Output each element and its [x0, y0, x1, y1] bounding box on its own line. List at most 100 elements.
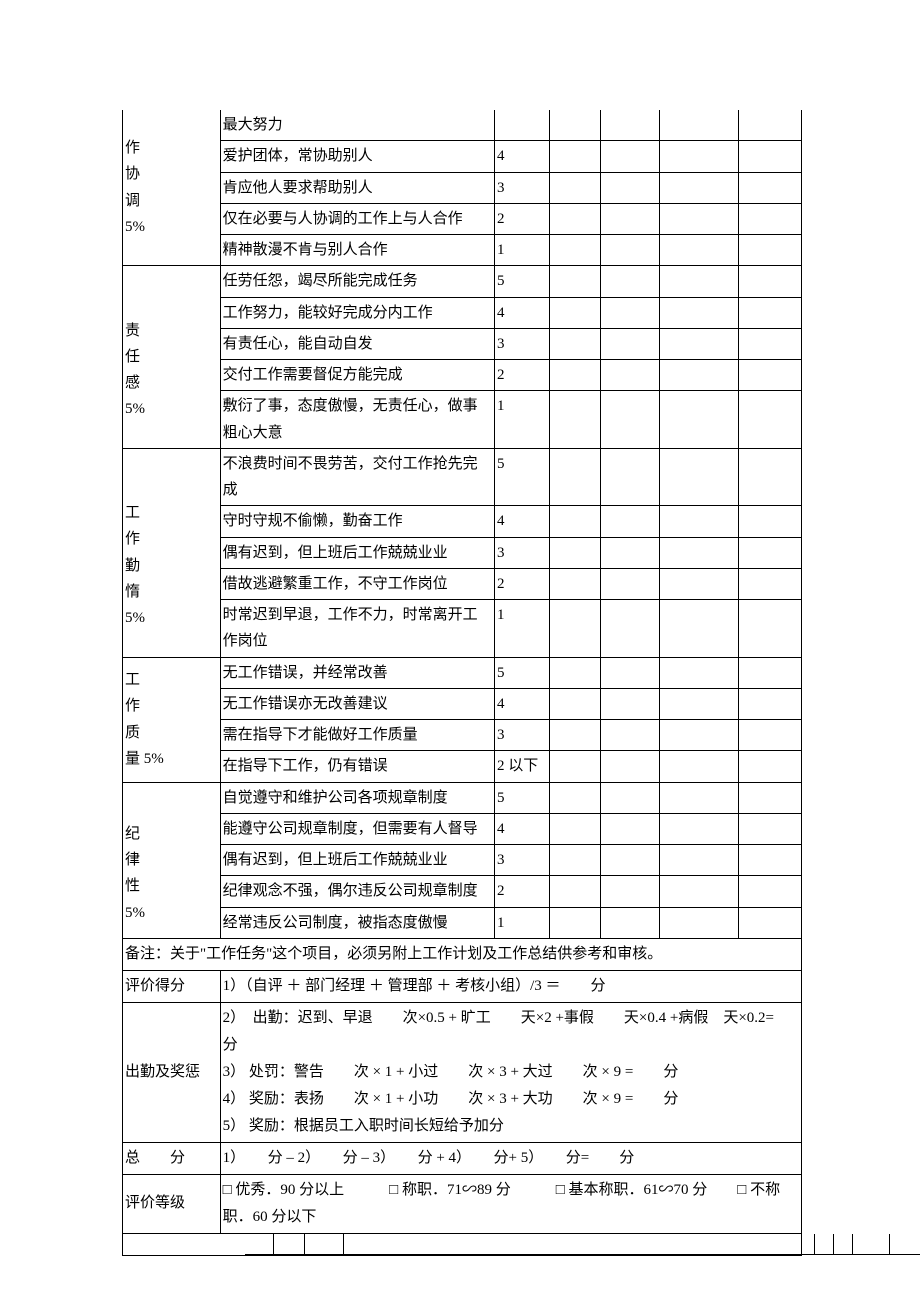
score-cell: 4 — [495, 506, 550, 537]
blank-cell — [659, 600, 738, 658]
desc-cell: 爱护团体，常协助别人 — [220, 141, 494, 172]
blank-cell — [738, 751, 801, 782]
blank-cell — [738, 720, 801, 751]
blank-cell — [549, 782, 600, 813]
desc-cell: 精神散漫不肯与别人合作 — [220, 235, 494, 266]
desc-cell: 不浪费时间不畏劳苦，交付工作抢先完成 — [220, 448, 494, 506]
blank-cell — [549, 172, 600, 203]
blank-cell — [738, 203, 801, 234]
score-cell: 2 — [495, 360, 550, 391]
category-cell: 责 任 感 5% — [123, 266, 221, 449]
blank-cell — [738, 360, 801, 391]
score-cell: 4 — [495, 297, 550, 328]
blank-cell — [659, 328, 738, 359]
blank-cell — [738, 657, 801, 688]
desc-cell: 借故逃避繁重工作，不守工作岗位 — [220, 568, 494, 599]
blank-cell — [659, 506, 738, 537]
blank-cell — [549, 845, 600, 876]
attendance-line: 3） 处罚：警告 次 × 1 + 小过 次 × 3 + 大过 次 × 9 = 分 — [223, 1059, 799, 1086]
desc-cell: 仅在必要与人协调的工作上与人合作 — [220, 203, 494, 234]
blank-cell — [738, 813, 801, 844]
attendance-text: 2） 出勤：迟到、早退 次×0.5 + 旷工 天×2 +事假 天×0.4 +病假… — [220, 1002, 801, 1142]
blank-cell — [549, 506, 600, 537]
score-cell: 1 — [495, 391, 550, 449]
footer-mini-cell — [815, 1234, 834, 1255]
blank-cell — [659, 297, 738, 328]
blank-cell — [600, 141, 659, 172]
footer-mini-cell — [245, 1234, 274, 1255]
blank-cell — [659, 266, 738, 297]
blank-cell — [738, 328, 801, 359]
attendance-line: 2） 出勤：迟到、早退 次×0.5 + 旷工 天×2 +事假 天×0.4 +病假… — [223, 1005, 799, 1059]
blank-cell — [738, 907, 801, 938]
blank-cell — [600, 876, 659, 907]
blank-cell — [659, 110, 738, 141]
footer-mini-cell — [834, 1234, 853, 1255]
blank-cell — [659, 568, 738, 599]
blank-cell — [659, 203, 738, 234]
blank-cell — [549, 328, 600, 359]
blank-cell — [738, 297, 801, 328]
category-cell: 工 作 勤 惰 5% — [123, 448, 221, 657]
attendance-label: 出勤及奖惩 — [123, 1002, 221, 1142]
blank-cell — [600, 506, 659, 537]
grade-label: 评价等级 — [123, 1174, 221, 1233]
blank-cell — [659, 657, 738, 688]
desc-cell: 肯应他人要求帮助别人 — [220, 172, 494, 203]
blank-cell — [738, 568, 801, 599]
blank-cell — [738, 600, 801, 658]
blank-cell — [600, 391, 659, 449]
blank-cell — [659, 391, 738, 449]
score-cell: 2 — [495, 203, 550, 234]
footer-mini-cell — [344, 1234, 815, 1255]
score-cell: 4 — [495, 141, 550, 172]
blank-cell — [738, 506, 801, 537]
blank-cell — [549, 813, 600, 844]
blank-cell — [549, 141, 600, 172]
blank-cell — [659, 845, 738, 876]
desc-cell: 交付工作需要督促方能完成 — [220, 360, 494, 391]
score-cell: 3 — [495, 172, 550, 203]
blank-cell — [549, 448, 600, 506]
blank-cell — [659, 751, 738, 782]
blank-cell — [549, 297, 600, 328]
score-cell: 1 — [495, 235, 550, 266]
blank-cell — [549, 537, 600, 568]
desc-cell: 最大努力 — [220, 110, 494, 141]
blank-cell — [738, 266, 801, 297]
blank-cell — [549, 568, 600, 599]
desc-cell: 敷衍了事，态度傲慢，无责任心，做事粗心大意 — [220, 391, 494, 449]
blank-cell — [600, 203, 659, 234]
blank-cell — [600, 845, 659, 876]
eval-score-text: 1）（自评 ＋ 部门经理 ＋ 管理部 ＋ 考核小组）/3 ＝ 分 — [220, 970, 801, 1002]
total-label: 总 分 — [123, 1142, 221, 1174]
blank-cell — [738, 876, 801, 907]
blank-cell — [600, 720, 659, 751]
desc-cell: 时常迟到早退，工作不力，时常离开工作岗位 — [220, 600, 494, 658]
score-cell: 5 — [495, 266, 550, 297]
blank-cell — [549, 720, 600, 751]
blank-cell — [600, 537, 659, 568]
footer-split — [123, 1233, 802, 1255]
blank-cell — [549, 876, 600, 907]
blank-cell — [600, 235, 659, 266]
blank-cell — [659, 537, 738, 568]
blank-cell — [600, 448, 659, 506]
score-cell: 3 — [495, 537, 550, 568]
blank-cell — [600, 657, 659, 688]
desc-cell: 能遵守公司规章制度，但需要有人督导 — [220, 813, 494, 844]
footer-mini-cell — [853, 1234, 890, 1255]
blank-cell — [659, 448, 738, 506]
blank-cell — [600, 813, 659, 844]
blank-cell — [549, 360, 600, 391]
desc-cell: 无工作错误，并经常改善 — [220, 657, 494, 688]
desc-cell: 纪律观念不强，偶尔违反公司规章制度 — [220, 876, 494, 907]
blank-cell — [549, 751, 600, 782]
score-cell: 5 — [495, 448, 550, 506]
blank-cell — [738, 448, 801, 506]
blank-cell — [659, 813, 738, 844]
desc-cell: 有责任心，能自动自发 — [220, 328, 494, 359]
score-cell: 3 — [495, 720, 550, 751]
attendance-line: 5） 奖励：根据员工入职时间长短给予加分 — [223, 1113, 799, 1140]
blank-cell — [600, 568, 659, 599]
